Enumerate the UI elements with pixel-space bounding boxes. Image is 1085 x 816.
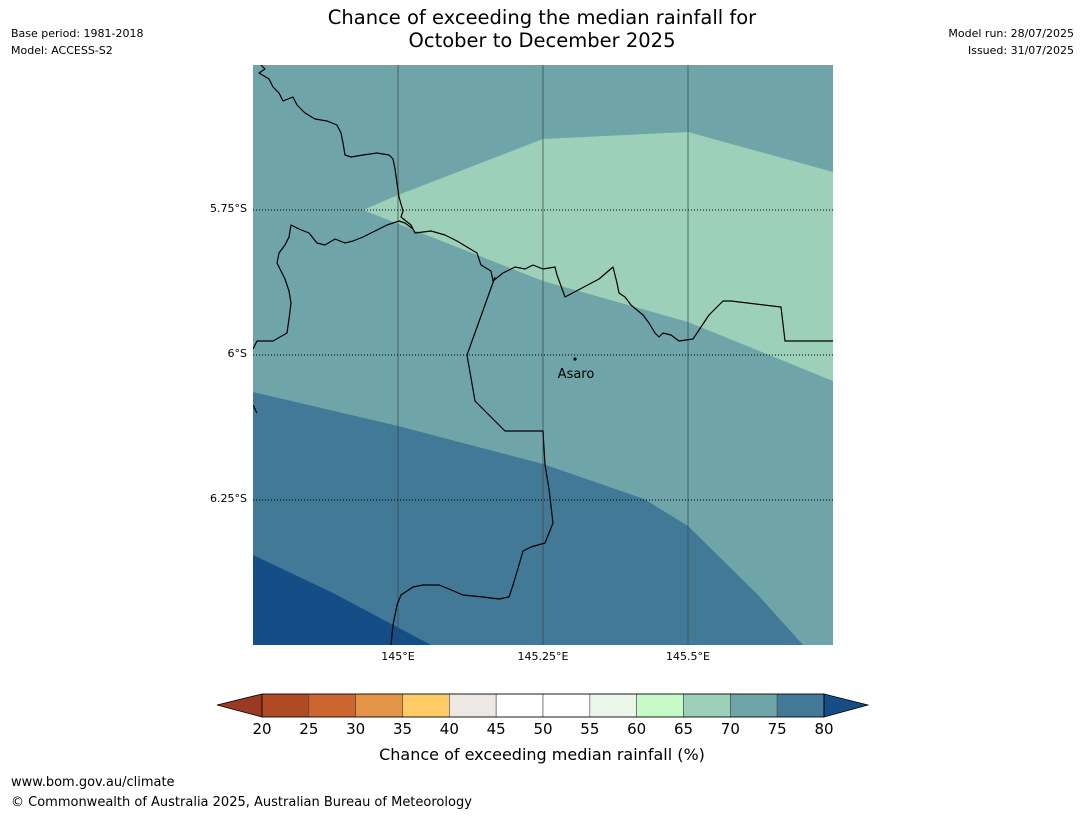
title-line-1: Chance of exceeding the median rainfall … — [327, 6, 757, 29]
colorbar — [216, 693, 870, 718]
colorbar-segment — [495, 693, 544, 718]
province-boundary — [253, 404, 258, 414]
colorbar-tick-label: 55 — [580, 720, 600, 738]
issued-text: Issued: 31/07/2025 — [967, 44, 1074, 57]
model-run-text: Model run: 28/07/2025 — [948, 27, 1074, 40]
colorbar-tick-label: 60 — [627, 720, 647, 738]
colorbar-tick-label: 50 — [533, 720, 553, 738]
colorbar-segment — [308, 693, 356, 718]
colorbar-tick-label: 70 — [720, 720, 740, 738]
lon-label: 145°E — [381, 650, 415, 663]
colorbar-segment — [261, 693, 310, 718]
colorbar-segment — [683, 693, 731, 718]
colorbar-segment — [776, 693, 825, 718]
colorbar-over-arrow — [823, 693, 870, 718]
town-label-asaro: Asaro — [558, 367, 595, 382]
colorbar-tick-label: 20 — [252, 720, 272, 738]
colorbar-segment — [449, 693, 497, 718]
province-boundary — [253, 220, 414, 350]
colorbar-segment — [402, 693, 450, 718]
lat-label: 6°S — [227, 347, 247, 360]
colorbar-segment — [589, 693, 637, 718]
town-marker — [573, 357, 577, 361]
colorbar-tick-label: 75 — [767, 720, 787, 738]
colorbar-tick-label: 30 — [346, 720, 366, 738]
colorbar-outline — [261, 693, 825, 718]
colorbar-segments — [261, 693, 825, 718]
colorbar-segment — [355, 693, 403, 718]
colorbar-segment — [636, 693, 684, 718]
province-boundary — [390, 276, 554, 645]
map-title: Chance of exceeding the median rainfall … — [242, 6, 842, 52]
band-80-plus — [253, 555, 431, 645]
colorbar-under-arrow — [216, 693, 263, 718]
colorbar-tick-label: 35 — [392, 720, 413, 738]
colorbar-tick-label: 80 — [814, 720, 834, 738]
footer-url[interactable]: www.bom.gov.au/climate — [11, 775, 175, 790]
colorbar-tick-label: 45 — [486, 720, 506, 738]
band-75-80 — [253, 392, 803, 645]
band-65-70 — [363, 132, 833, 381]
lat-label: 6.25°S — [210, 492, 247, 505]
model-text: Model: ACCESS-S2 — [11, 44, 113, 57]
colorbar-title: Chance of exceeding median rainfall (%) — [379, 745, 705, 764]
colorbar-tick-label: 65 — [673, 720, 694, 738]
colorbar-tick-label: 25 — [299, 720, 319, 738]
lat-label: 5.75°S — [210, 202, 247, 215]
colorbar-tick-label: 40 — [439, 720, 459, 738]
province-boundary — [258, 65, 833, 342]
title-line-2: October to December 2025 — [408, 29, 676, 52]
lon-label: 145.25°E — [517, 650, 569, 663]
footer-copyright: © Commonwealth of Australia 2025, Austra… — [11, 795, 472, 810]
colorbar-segment — [542, 693, 591, 718]
colorbar-segment — [730, 693, 778, 718]
base-period-text: Base period: 1981-2018 — [11, 27, 144, 40]
rainfall-map: Asaro — [253, 65, 833, 645]
lon-label: 145.5°E — [666, 650, 710, 663]
